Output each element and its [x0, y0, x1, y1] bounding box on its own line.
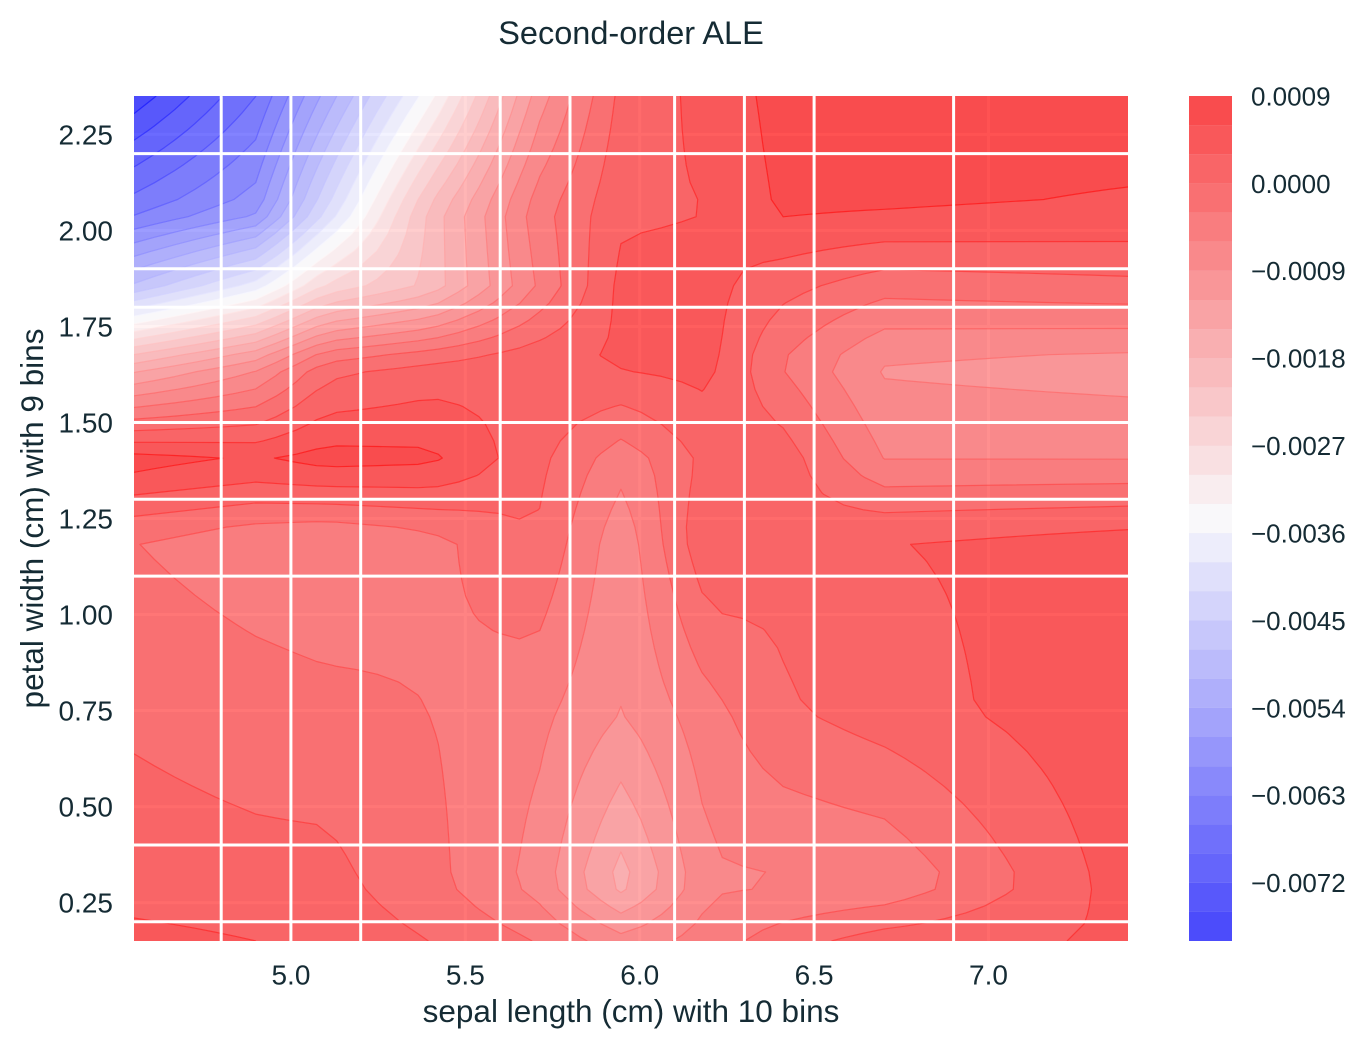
- svg-text:6.5: 6.5: [795, 959, 834, 990]
- svg-text:−0.0045: −0.0045: [1251, 606, 1346, 636]
- svg-text:2.00: 2.00: [59, 216, 114, 247]
- svg-text:0.75: 0.75: [59, 696, 114, 727]
- svg-text:−0.0063: −0.0063: [1251, 781, 1346, 811]
- svg-text:0.0000: 0.0000: [1251, 169, 1331, 199]
- svg-text:5.0: 5.0: [271, 959, 310, 990]
- svg-text:1.00: 1.00: [59, 600, 114, 631]
- svg-text:6.0: 6.0: [620, 959, 659, 990]
- svg-text:−0.0072: −0.0072: [1251, 868, 1346, 898]
- svg-text:1.25: 1.25: [59, 504, 114, 535]
- svg-text:petal width (cm) with 9 bins: petal width (cm) with 9 bins: [14, 329, 50, 709]
- svg-text:−0.0018: −0.0018: [1251, 344, 1346, 374]
- svg-text:0.25: 0.25: [59, 888, 114, 919]
- svg-text:Second-order ALE: Second-order ALE: [498, 15, 764, 51]
- svg-text:−0.0027: −0.0027: [1251, 431, 1346, 461]
- svg-text:1.50: 1.50: [59, 408, 114, 439]
- svg-text:0.0009: 0.0009: [1251, 81, 1331, 111]
- svg-text:0.50: 0.50: [59, 792, 114, 823]
- svg-text:sepal length (cm) with 10 bins: sepal length (cm) with 10 bins: [423, 993, 840, 1029]
- svg-text:1.75: 1.75: [59, 312, 114, 343]
- svg-text:−0.0009: −0.0009: [1251, 256, 1346, 286]
- svg-text:−0.0054: −0.0054: [1251, 693, 1346, 723]
- svg-text:7.0: 7.0: [969, 959, 1008, 990]
- svg-text:5.5: 5.5: [446, 959, 485, 990]
- svg-text:−0.0036: −0.0036: [1251, 518, 1346, 548]
- svg-text:2.25: 2.25: [59, 120, 114, 151]
